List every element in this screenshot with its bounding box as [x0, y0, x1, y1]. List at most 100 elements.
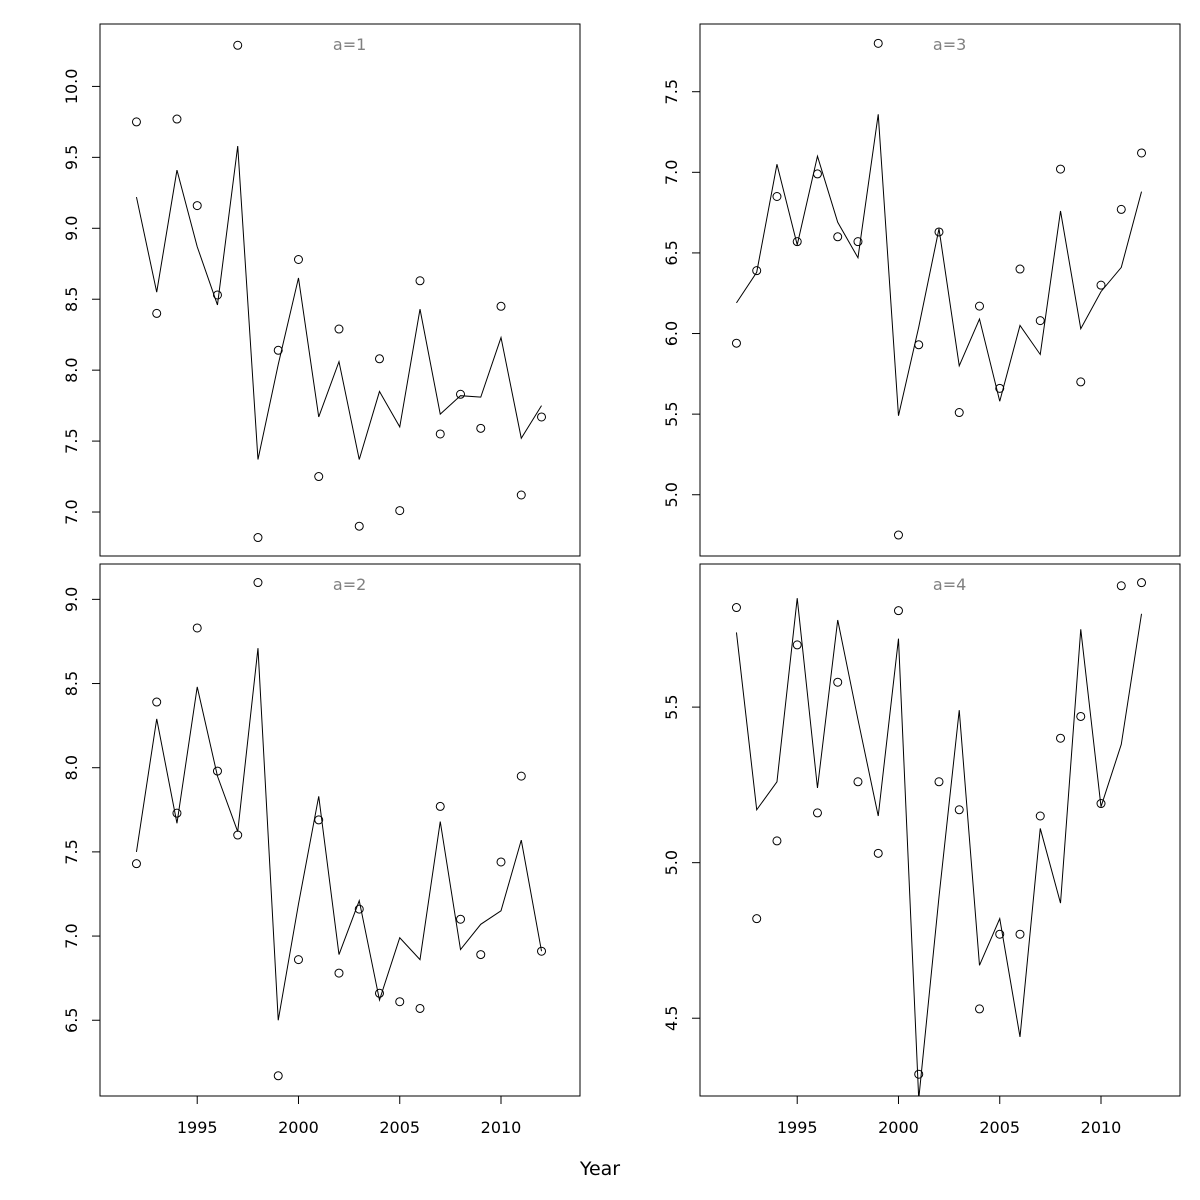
observed-point	[893, 606, 903, 616]
observed-point	[893, 530, 903, 540]
observed-point	[873, 38, 883, 48]
plot-area	[731, 38, 1147, 540]
observed-point	[853, 237, 863, 247]
panel-title: a=2	[333, 575, 366, 594]
observed-point	[456, 914, 466, 924]
observed-point	[1116, 204, 1126, 214]
observed-point	[516, 490, 526, 500]
x-tick-label: 2010	[481, 1118, 522, 1137]
observed-point	[833, 677, 843, 687]
observed-point	[374, 354, 384, 364]
fitted-line	[135, 648, 543, 1021]
observed-point	[354, 521, 364, 531]
observed-point	[293, 255, 303, 264]
y-tick-label: 4.5	[662, 1005, 681, 1030]
observed-point	[273, 1071, 283, 1081]
x-tick-label: 1995	[177, 1118, 218, 1137]
y-tick-label: 9.0	[62, 216, 81, 241]
y-tick-label: 8.5	[62, 286, 81, 311]
observed-point	[233, 830, 243, 840]
plot-area	[131, 578, 547, 1081]
y-tick-label: 7.0	[662, 160, 681, 185]
observed-point	[537, 412, 547, 422]
observed-point	[374, 988, 384, 998]
panel-a4: a=4 4.5 5.0 5.5 1995 2000 2005 2010	[662, 563, 1181, 1137]
x-tick-label: 2010	[1081, 1118, 1122, 1137]
observed-point	[954, 408, 964, 418]
observed-point	[395, 506, 405, 516]
y-tick-label: 7.0	[62, 923, 81, 948]
observed-point	[1096, 799, 1106, 809]
observed-point	[435, 429, 445, 439]
observed-point	[334, 324, 344, 334]
y-tick-label: 7.5	[62, 839, 81, 864]
observed-point	[812, 169, 822, 179]
observed-point	[1076, 377, 1086, 387]
observed-point	[995, 383, 1005, 393]
observed-point	[1076, 711, 1086, 721]
observed-point	[415, 1003, 425, 1013]
observed-point	[934, 227, 944, 237]
panel-a3: a=3 5.0 5.5 6.0 6.5 7.0 7.5	[662, 23, 1181, 557]
observed-point	[1035, 811, 1045, 821]
fitted-line	[736, 114, 1143, 416]
y-tick-label: 6.0	[662, 321, 681, 346]
y-tick-label: 9.0	[62, 587, 81, 612]
y-tick-label: 6.5	[62, 1008, 81, 1033]
panel-frame	[99, 563, 581, 1097]
observed-point	[974, 301, 984, 311]
observed-point	[833, 232, 843, 242]
fitted-line	[135, 145, 542, 460]
panel-title: a=4	[933, 575, 966, 594]
observed-point	[954, 805, 964, 815]
y-tick-label: 8.5	[62, 671, 81, 696]
observed-point	[914, 340, 924, 350]
y-tick-label: 5.0	[662, 482, 681, 507]
x-axis-title: Year	[579, 1158, 620, 1180]
panel-frame	[699, 23, 1181, 557]
observed-point	[752, 266, 762, 276]
panel-frame	[99, 23, 581, 557]
observed-point	[496, 857, 506, 867]
observed-point	[293, 955, 303, 965]
observed-point	[476, 950, 486, 960]
observed-point	[354, 904, 364, 914]
panel-title: a=3	[933, 35, 966, 54]
observed-point	[1116, 581, 1126, 591]
observed-point	[334, 968, 344, 978]
plot-area	[731, 578, 1147, 1096]
y-tick-label: 8.0	[62, 755, 81, 780]
observed-point	[273, 345, 283, 355]
y-tick-label: 6.5	[662, 240, 681, 265]
observed-point	[974, 1004, 984, 1014]
observed-point	[152, 308, 162, 318]
observed-point	[476, 423, 486, 433]
x-tick-label: 1995	[777, 1118, 818, 1137]
observed-point	[172, 808, 182, 818]
observed-point	[415, 276, 425, 286]
observed-point	[752, 914, 762, 924]
y-tick-label: 7.5	[62, 428, 81, 453]
observed-point	[1137, 148, 1147, 158]
observed-point	[192, 623, 202, 633]
observed-point	[812, 808, 822, 818]
y-tick-label: 7.5	[662, 79, 681, 104]
panel-a2: a=2 6.5 7.0 7.5 8.0 8.5 9.0 1995 2000 2005 2010	[62, 563, 581, 1137]
plot-area	[131, 40, 547, 543]
observed-point	[792, 237, 802, 247]
observed-point	[731, 603, 741, 613]
y-tick-label: 5.0	[662, 850, 681, 875]
observed-point	[1015, 264, 1025, 274]
observed-point	[314, 472, 324, 482]
y-tick-label: 5.5	[662, 694, 681, 719]
observed-point	[731, 338, 741, 348]
y-tick-label: 7.0	[62, 499, 81, 524]
panel-title: a=1	[333, 35, 366, 54]
observed-point	[1056, 733, 1066, 743]
observed-point	[1096, 280, 1106, 290]
observed-point	[152, 697, 162, 707]
panel-frame	[699, 563, 1181, 1097]
x-tick-label: 2005	[979, 1118, 1020, 1137]
observed-point	[1056, 164, 1066, 174]
observed-point	[253, 533, 263, 543]
